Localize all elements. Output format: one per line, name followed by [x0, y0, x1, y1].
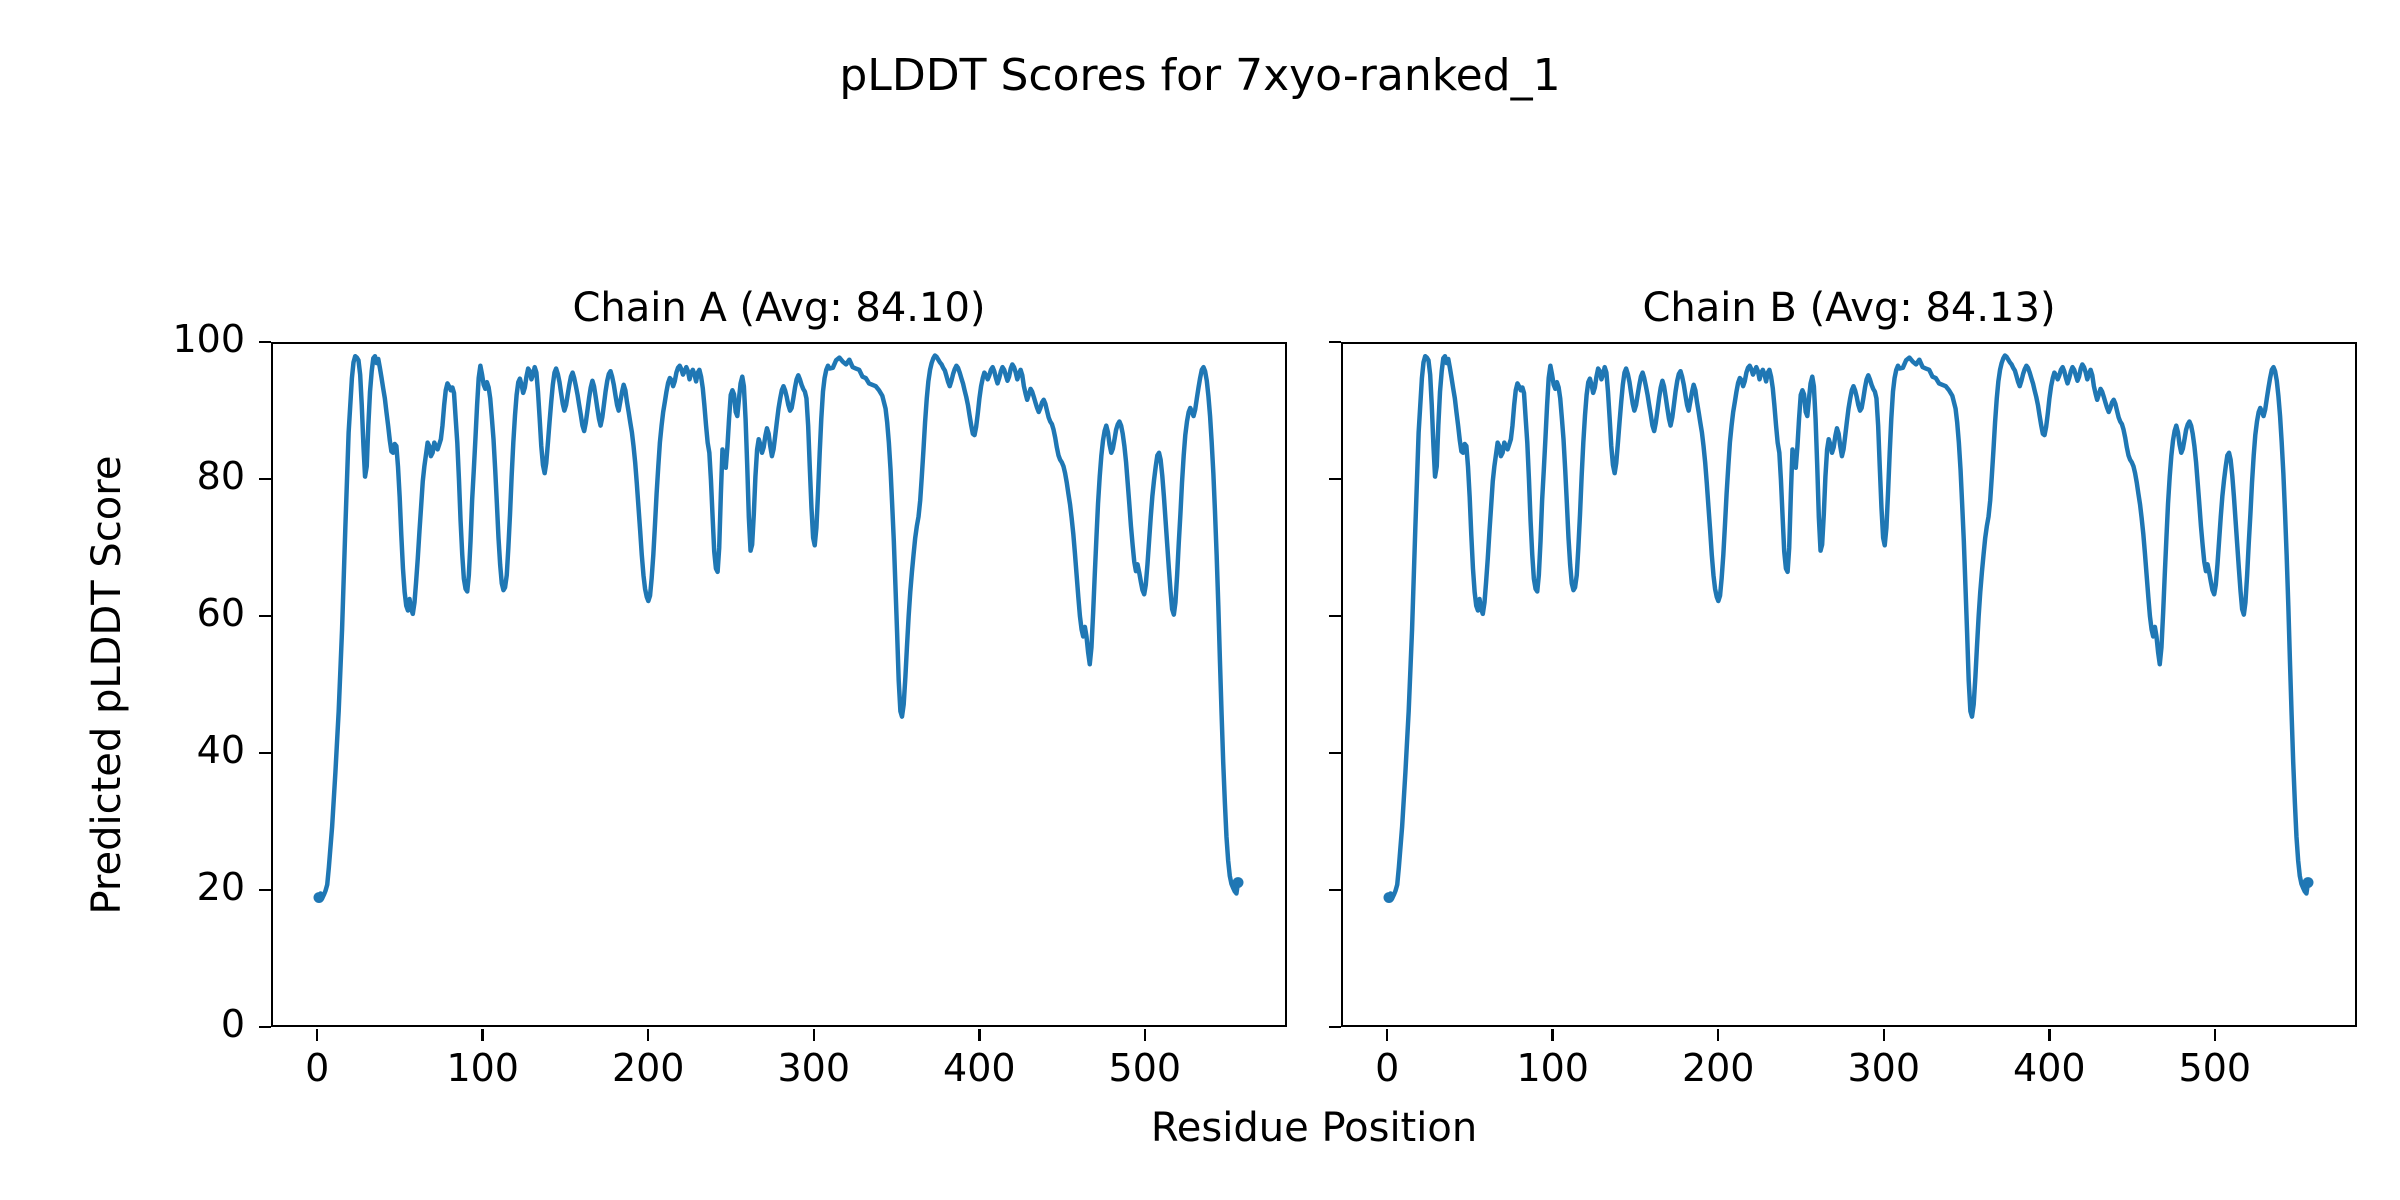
y-tick-label: 80 [196, 454, 245, 498]
plddt-line-svg [1383, 353, 2314, 903]
x-tick-label: 500 [2178, 1046, 2252, 1090]
x-tick-label: 300 [1847, 1046, 1921, 1090]
line-endpoint-dot [2302, 877, 2314, 888]
x-tick-mark [2048, 1029, 2051, 1041]
y-tick-mark [259, 614, 271, 618]
chain-a-title: Chain A (Avg: 84.10) [572, 285, 986, 331]
x-tick-label: 500 [1108, 1046, 1182, 1090]
y-tick-mark [1329, 751, 1341, 755]
x-tick-label: 100 [1516, 1046, 1589, 1090]
x-tick-mark [1551, 1029, 1554, 1041]
plddt-line [316, 353, 1241, 901]
x-tick-label: 400 [943, 1046, 1016, 1090]
chain-b-plot [1341, 342, 2357, 1027]
x-tick-label: 100 [446, 1046, 519, 1090]
y-tick-label: 60 [196, 591, 245, 635]
line-endpoint-dot [1232, 877, 1244, 888]
x-tick-mark [1882, 1029, 1885, 1041]
x-tick-mark [1143, 1029, 1147, 1041]
x-tick-label: 0 [305, 1046, 330, 1090]
plddt-line-svg [313, 353, 1244, 903]
y-tick-mark [259, 751, 271, 755]
y-tick-label: 100 [172, 317, 245, 361]
x-tick-mark [1385, 1029, 1389, 1041]
y-tick-label: 0 [220, 1002, 245, 1046]
y-tick-mark [1329, 340, 1341, 344]
y-tick-mark [259, 477, 271, 481]
line-endpoint-dot [1383, 892, 1395, 903]
y-tick-mark [259, 340, 271, 344]
figure-title: pLDDT Scores for 7xyo-ranked_1 [839, 50, 1561, 101]
y-tick-mark [1329, 1025, 1341, 1029]
x-tick-mark [2213, 1029, 2217, 1041]
x-tick-label: 200 [611, 1046, 685, 1090]
x-tick-label: 200 [1681, 1046, 1755, 1090]
x-tick-mark [646, 1029, 650, 1041]
y-tick-mark [1329, 477, 1341, 481]
x-tick-label: 400 [2013, 1046, 2086, 1090]
x-tick-mark [1716, 1029, 1720, 1041]
x-tick-label: 300 [777, 1046, 851, 1090]
plddt-line [1386, 353, 2311, 901]
chain-a-plot [271, 342, 1287, 1027]
y-tick-mark [1329, 614, 1341, 618]
line-endpoint-dot [313, 892, 325, 903]
y-tick-mark [1329, 888, 1341, 892]
y-tick-mark [259, 888, 271, 892]
x-tick-mark [812, 1029, 815, 1041]
x-axis-label: Residue Position [1150, 1105, 1478, 1151]
x-tick-mark [481, 1029, 484, 1041]
y-tick-label: 40 [196, 728, 245, 772]
chain-b-title: Chain B (Avg: 84.13) [1642, 285, 2056, 331]
y-tick-label: 20 [196, 865, 245, 909]
x-tick-mark [315, 1029, 319, 1041]
y-tick-mark [259, 1025, 271, 1029]
x-tick-mark [978, 1029, 981, 1041]
x-tick-label: 0 [1375, 1046, 1400, 1090]
